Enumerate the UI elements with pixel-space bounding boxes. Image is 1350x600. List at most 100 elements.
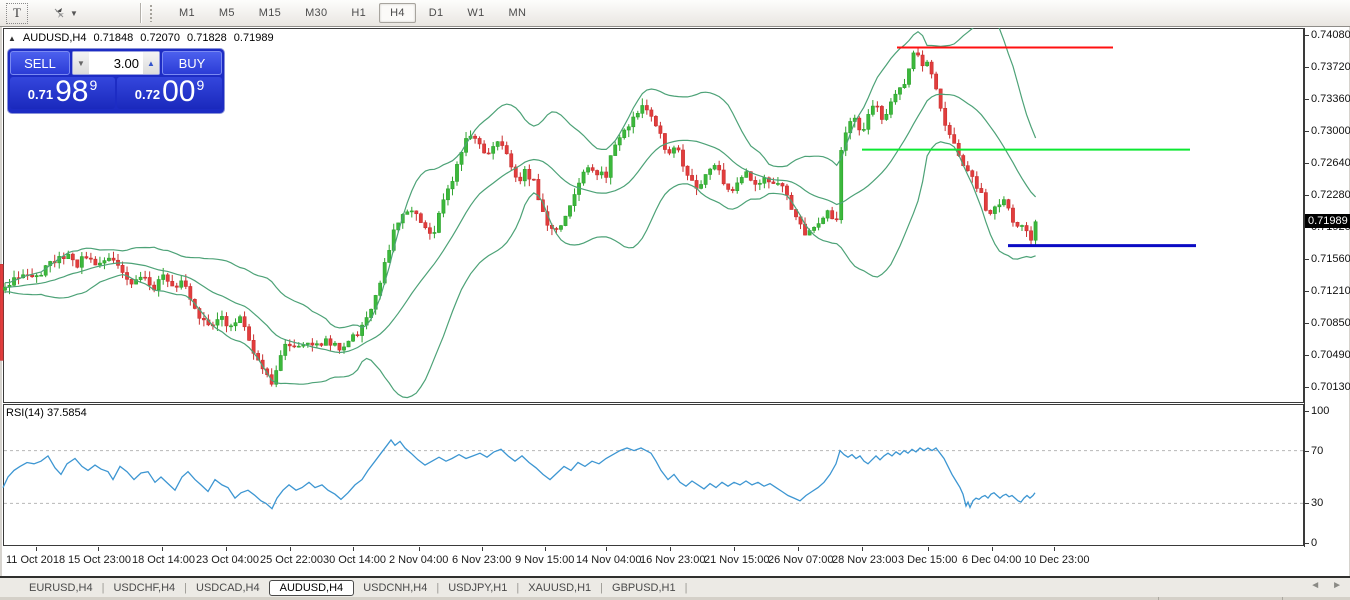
main-price-chart[interactable] bbox=[0, 28, 1305, 405]
tab-divider: | bbox=[684, 581, 688, 594]
timeframe-button-m30[interactable]: M30 bbox=[305, 7, 328, 19]
price-axis-label: 0.71560 bbox=[1311, 253, 1350, 265]
time-axis-tick bbox=[606, 547, 607, 551]
time-axis-label: 9 Nov 15:00 bbox=[515, 554, 575, 566]
price-axis-label: 0.71210 bbox=[1311, 285, 1350, 297]
time-axis-tick bbox=[670, 547, 671, 551]
timeframe-button-m5[interactable]: M5 bbox=[218, 7, 235, 19]
status-strip-divider bbox=[1158, 597, 1159, 600]
sell-price-pips: 98 bbox=[55, 75, 89, 108]
price-axis-label: 0.70130 bbox=[1311, 381, 1350, 393]
time-axis-tick bbox=[419, 547, 420, 551]
time-axis-label: 10 Dec 23:00 bbox=[1024, 554, 1090, 566]
tab-scroll-right-icon[interactable]: ► bbox=[1332, 580, 1342, 591]
price-axis-tick bbox=[1305, 355, 1309, 356]
price-axis-tick bbox=[1305, 163, 1309, 164]
price-axis-label: 0.70490 bbox=[1311, 349, 1350, 361]
price-axis-tick bbox=[1305, 259, 1309, 260]
rsi-axis-tick bbox=[1305, 503, 1309, 505]
timeframe-button-h1[interactable]: H1 bbox=[351, 7, 367, 19]
buy-price-prefix: 0.72 bbox=[134, 87, 161, 102]
time-axis-tick bbox=[290, 547, 291, 551]
ohlc-low: 0.71828 bbox=[187, 32, 227, 44]
candlestick-series bbox=[3, 46, 1038, 388]
time-axis-tick bbox=[98, 547, 99, 551]
price-axis-label: 0.73360 bbox=[1311, 93, 1350, 105]
timeframe-button-m15[interactable]: M15 bbox=[258, 7, 282, 19]
price-axis-tick bbox=[1305, 291, 1309, 292]
text-label-tool-icon[interactable]: T bbox=[6, 2, 28, 24]
one-click-trading-panel: SELL ▼ 3.00 ▲ BUY 0.71 98 9 0.72 00 9 bbox=[8, 49, 224, 113]
time-axis-label: 21 Nov 15:00 bbox=[704, 554, 770, 566]
time-axis-tick bbox=[36, 547, 37, 551]
tab-divider: | bbox=[516, 581, 520, 594]
timeframe-button-w1[interactable]: W1 bbox=[467, 7, 485, 19]
volume-increase-button[interactable]: ▲ bbox=[143, 52, 159, 74]
timeframe-button-h4[interactable]: H4 bbox=[379, 3, 416, 23]
time-axis-label: 25 Oct 22:00 bbox=[260, 554, 323, 566]
time-axis-label: 6 Dec 04:00 bbox=[962, 554, 1022, 566]
time-axis-tick bbox=[992, 547, 993, 551]
rsi-axis-tick bbox=[1305, 411, 1309, 412]
rsi-axis-label: 70 bbox=[1311, 444, 1324, 457]
buy-price-pips: 00 bbox=[162, 75, 196, 108]
timeframe-button-d1[interactable]: D1 bbox=[428, 7, 444, 19]
buy-price-display[interactable]: 0.72 00 9 bbox=[117, 77, 222, 109]
sell-price-display[interactable]: 0.71 98 9 bbox=[10, 77, 115, 109]
timeframe-button-mn[interactable]: MN bbox=[508, 7, 527, 19]
price-axis-label: 0.72280 bbox=[1311, 189, 1350, 201]
tab-divider: | bbox=[600, 581, 604, 594]
ohlc-high: 0.72070 bbox=[140, 32, 181, 44]
time-axis-tick bbox=[482, 547, 483, 551]
collapse-trade-panel-icon[interactable]: ▲ bbox=[8, 33, 16, 43]
chart-tab-eurusd[interactable]: EURUSD,H4 bbox=[29, 581, 93, 594]
status-strip bbox=[0, 597, 1350, 600]
rsi-indicator-label: RSI(14) 37.5854 bbox=[6, 407, 87, 419]
price-axis-label: 0.73720 bbox=[1311, 61, 1350, 73]
arrow-objects-tool-icon[interactable]: ▼ bbox=[50, 4, 80, 23]
tab-divider: | bbox=[101, 581, 105, 594]
chart-tab-xauusd[interactable]: XAUUSD,H1 bbox=[528, 581, 592, 594]
tab-divider: | bbox=[436, 581, 440, 594]
rsi-axis-label: 0 bbox=[1311, 537, 1318, 549]
rsi-axis-label: 100 bbox=[1311, 405, 1330, 417]
tab-scroll-left-icon[interactable]: ◄ bbox=[1310, 580, 1321, 591]
timeframe-button-m1[interactable]: M1 bbox=[179, 7, 195, 19]
buy-button[interactable]: BUY bbox=[162, 51, 222, 75]
time-axis-tick bbox=[226, 547, 227, 551]
time-axis-label: 28 Nov 23:00 bbox=[832, 554, 898, 566]
chart-tab-usdcad[interactable]: USDCAD,H4 bbox=[196, 581, 260, 594]
rsi-axis-label: 30 bbox=[1311, 497, 1324, 510]
price-axis-tick bbox=[1305, 131, 1309, 132]
rsi-axis-tick bbox=[1305, 450, 1309, 452]
volume-decrease-button[interactable]: ▼ bbox=[73, 52, 89, 74]
timeframe-button-row: M1 M5 M15 M30 H1 H4 D1 W1 MN bbox=[167, 3, 538, 23]
chart-background bbox=[2, 27, 1349, 576]
chart-tab-audusd[interactable]: AUDUSD,H4 bbox=[268, 579, 355, 596]
time-axis-tick bbox=[353, 547, 354, 551]
price-axis-tick bbox=[1305, 67, 1309, 68]
sell-button[interactable]: SELL bbox=[10, 51, 70, 75]
ohlc-open: 0.71848 bbox=[93, 32, 134, 44]
rsi-line bbox=[2, 438, 1036, 510]
price-axis-line bbox=[1304, 28, 1305, 547]
chart-tab-usdchf[interactable]: USDCHF,H4 bbox=[113, 581, 176, 594]
rsi-axis-tick bbox=[1305, 543, 1309, 544]
toolbar-grip-handle[interactable] bbox=[149, 4, 153, 22]
arrows-icon bbox=[54, 8, 65, 18]
price-axis-tick bbox=[1305, 323, 1309, 324]
chart-tab-gbpusd[interactable]: GBPUSD,H1 bbox=[612, 581, 676, 594]
sell-price-point: 9 bbox=[89, 77, 98, 93]
price-axis-label: 0.73000 bbox=[1311, 125, 1350, 137]
volume-input[interactable]: 3.00 bbox=[113, 55, 139, 71]
tab-separator-line bbox=[0, 576, 1350, 578]
time-axis-label: 23 Oct 04:00 bbox=[196, 554, 259, 566]
current-price-badge: 0.71989 bbox=[1305, 213, 1350, 228]
chart-tab-usdjpy[interactable]: USDJPY,H1 bbox=[448, 581, 508, 594]
chart-tab-usdcnh[interactable]: USDCNH,H4 bbox=[363, 581, 428, 594]
time-axis-tick bbox=[1054, 547, 1055, 551]
chart-ohlc-header: ▲ AUDUSD,H4 0.71848 0.72070 0.71828 0.71… bbox=[8, 32, 274, 44]
rsi-indicator-chart[interactable] bbox=[0, 404, 1305, 547]
price-axis-tick bbox=[1305, 195, 1309, 196]
